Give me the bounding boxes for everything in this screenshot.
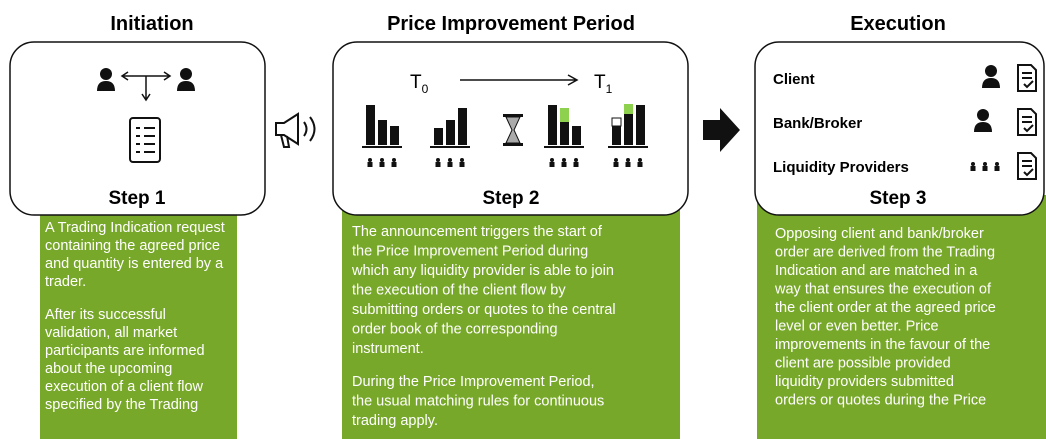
time-letter: T bbox=[410, 72, 422, 93]
body-line: the usual matching rules for continuous bbox=[352, 394, 604, 410]
role-label: Client bbox=[773, 71, 815, 88]
body-line: Indication and are matched in a bbox=[775, 263, 978, 279]
body-line: execution of a client flow bbox=[45, 379, 204, 395]
body-line: the client order at the agreed price bbox=[775, 300, 996, 316]
body-line: containing the agreed price bbox=[45, 238, 220, 254]
body-line: submitting orders or quotes to the centr… bbox=[352, 302, 616, 318]
body-line: the execution of the client flow by bbox=[352, 283, 566, 299]
icon-providers bbox=[970, 162, 1000, 171]
body-line: A Trading Indication request bbox=[45, 220, 225, 236]
body-line: The announcement triggers the start of bbox=[352, 224, 603, 240]
bars bbox=[362, 104, 648, 148]
time-label: T0 bbox=[410, 72, 429, 96]
body-line: Opposing client and bank/broker bbox=[775, 226, 984, 242]
body-line: way that ensures the execution of bbox=[774, 282, 992, 298]
body-line: orders or quotes during the Price bbox=[775, 393, 986, 409]
role-label: Bank/Broker bbox=[773, 115, 862, 132]
icon-megaphone bbox=[275, 112, 316, 148]
time-letter: T bbox=[594, 72, 606, 93]
step-label: Step 2 bbox=[482, 188, 539, 209]
step-label: Step 3 bbox=[869, 188, 926, 209]
body-line: order are derived from the Trading bbox=[775, 245, 995, 261]
body-line: which any liquidity provider is able to … bbox=[351, 263, 614, 279]
panel bbox=[757, 195, 1046, 439]
heading: Initiation bbox=[110, 13, 193, 35]
heading: Price Improvement Period bbox=[387, 13, 635, 35]
panel bbox=[342, 195, 680, 439]
icon-checklist bbox=[129, 117, 161, 163]
time-sub: 1 bbox=[606, 82, 613, 96]
body-line: During the Price Improvement Period, bbox=[352, 374, 595, 390]
body-line: order book of the corresponding bbox=[352, 322, 558, 338]
body-line: about the upcoming bbox=[45, 361, 172, 377]
icon-people bbox=[97, 68, 195, 102]
body-line: validation, all market bbox=[45, 325, 177, 341]
box bbox=[332, 41, 689, 216]
time-sub: 0 bbox=[422, 82, 429, 96]
body-line: trader. bbox=[45, 274, 86, 290]
body-line: After its successful bbox=[45, 307, 166, 323]
panel bbox=[40, 195, 237, 439]
body-line: instrument. bbox=[352, 341, 424, 357]
body-line: liquidity providers submitted bbox=[775, 374, 954, 390]
icon-hourglass bbox=[503, 114, 523, 146]
time-label: T1 bbox=[594, 72, 613, 96]
body-line: specified by the Trading bbox=[45, 397, 198, 413]
body-line: the Price Improvement Period during bbox=[352, 244, 588, 260]
step-label: Step 1 bbox=[108, 188, 165, 209]
arrow bbox=[460, 74, 579, 86]
heading: Execution bbox=[850, 13, 946, 35]
body-line: participants are informed bbox=[45, 343, 205, 359]
role-label: Liquidity Providers bbox=[773, 159, 909, 176]
body-line: and quantity is entered by a bbox=[45, 256, 224, 272]
body-line: level or even better. Price bbox=[775, 319, 939, 335]
body-line: improvements in the favour of the bbox=[775, 337, 990, 353]
body-line: trading apply. bbox=[352, 413, 438, 429]
arrow bbox=[703, 108, 740, 152]
body-line: client are possible provided bbox=[775, 356, 951, 372]
box bbox=[754, 41, 1045, 216]
